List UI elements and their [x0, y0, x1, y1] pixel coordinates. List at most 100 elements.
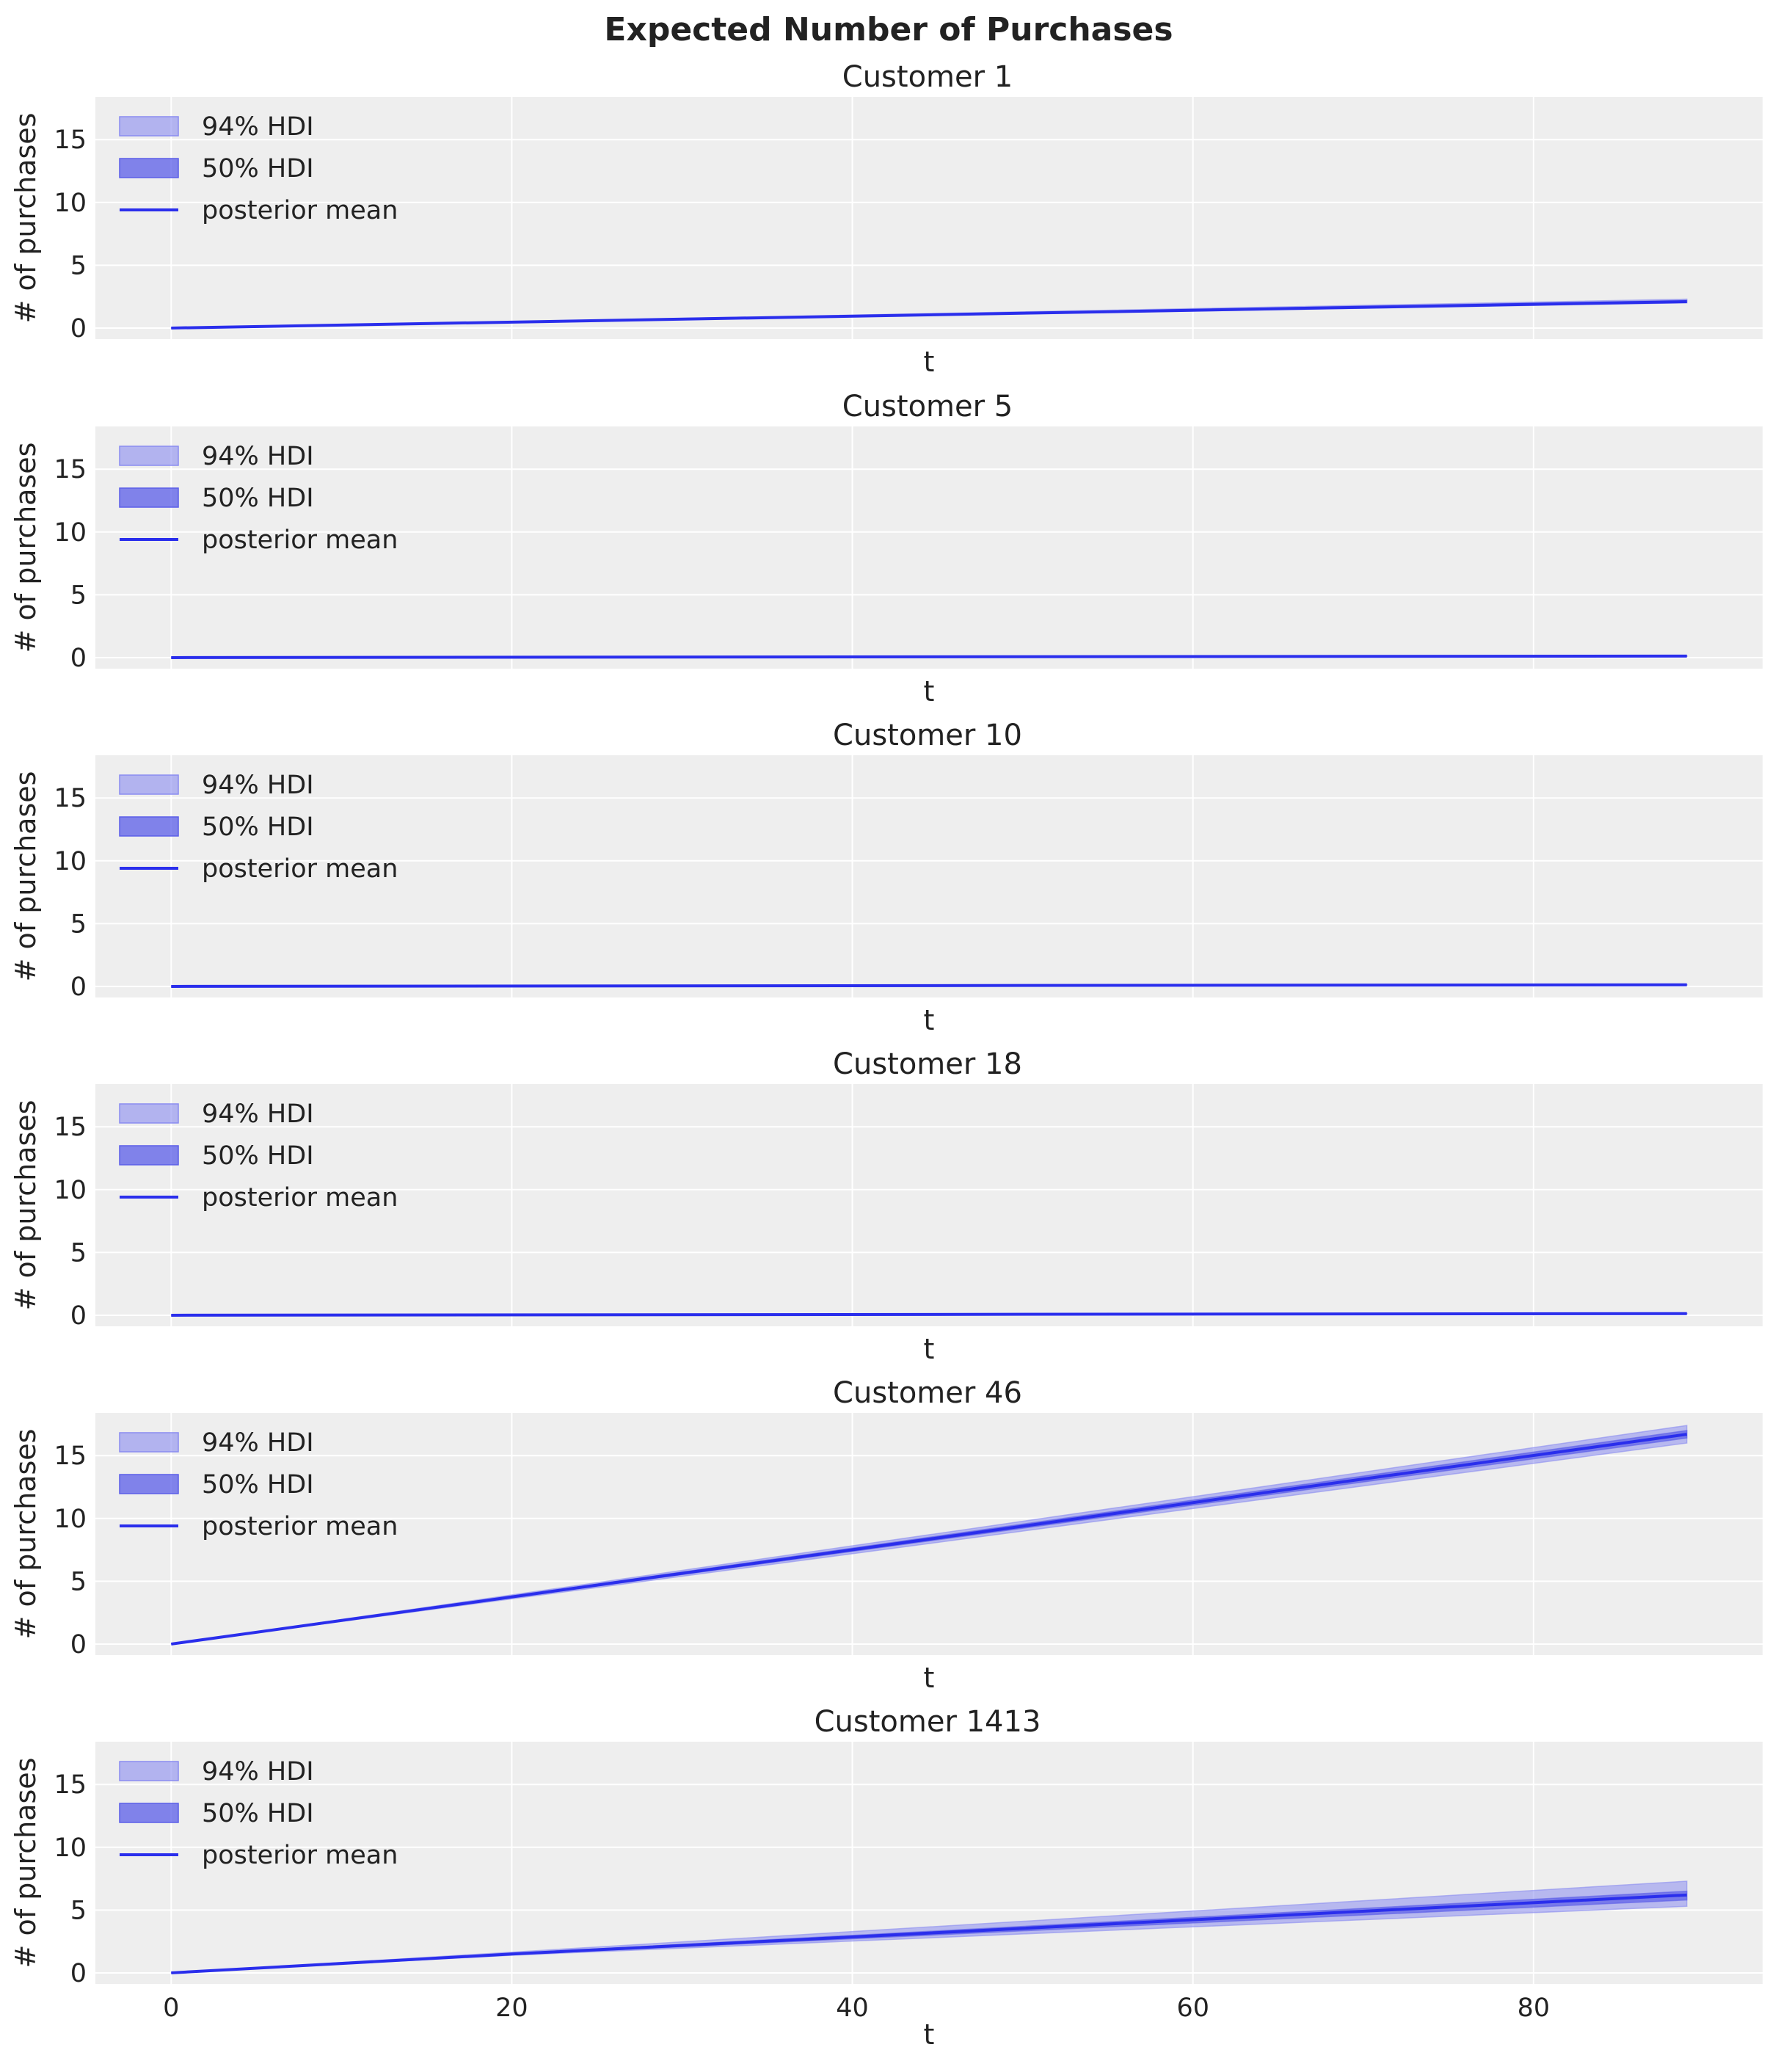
legend-swatch-hdi94: [119, 446, 179, 466]
legend-label-hdi50: 50% HDI: [202, 154, 314, 183]
legend-label-hdi94: 94% HDI: [202, 1099, 314, 1129]
panel-title: Customer 1413: [815, 1705, 1041, 1739]
y-tick-label: 15: [54, 1770, 87, 1800]
legend-label-mean: posterior mean: [202, 196, 398, 225]
panel-title: Customer 5: [842, 390, 1013, 424]
legend-label-mean: posterior mean: [202, 1841, 398, 1870]
plot-area: [95, 755, 1763, 997]
legend-swatch-hdi94: [119, 116, 179, 137]
legend-label-hdi50: 50% HDI: [202, 1470, 314, 1500]
chart-panel: Customer 10 0 5 10 15 t # of purchases 94% HDI 5…: [10, 719, 1763, 1036]
legend-swatch-hdi94: [119, 1432, 179, 1453]
x-tick-label: 20: [495, 1993, 528, 2023]
legend-swatch-hdi94: [119, 1103, 179, 1124]
chart-panel: Customer 1 0 5 10 15 t # of purchases 94% HDI 50…: [10, 60, 1763, 378]
figure-title: Expected Number of Purchases: [604, 11, 1173, 48]
y-tick-label: 10: [54, 518, 87, 548]
posterior-mean-line: [171, 654, 1687, 659]
plot-area: [95, 97, 1763, 339]
legend: 94% HDI 50% HDI posterior mean: [119, 1757, 398, 1870]
legend-swatch-hdi50: [119, 816, 179, 837]
y-tick-label: 15: [54, 1113, 87, 1142]
posterior-mean-line: [171, 299, 1687, 330]
plot-area: [95, 426, 1763, 669]
x-axis-label: t: [924, 1333, 935, 1365]
y-axis-label: # of purchases: [10, 1758, 42, 1969]
x-tick-label: 0: [163, 1993, 179, 2023]
legend-label-hdi94: 94% HDI: [202, 1757, 314, 1786]
legend-swatch-hdi94: [119, 1761, 179, 1781]
chart-panel: Customer 5 0 5 10 15 t # of purchases 94% HDI 50…: [10, 390, 1763, 708]
posterior-mean-line: [171, 1893, 1687, 1974]
y-tick-label: 10: [54, 1833, 87, 1863]
panel-title: Customer 1: [842, 60, 1013, 94]
legend-label-mean: posterior mean: [202, 526, 398, 555]
x-tick-label: 80: [1518, 1993, 1551, 2023]
legend-label-mean: posterior mean: [202, 1512, 398, 1541]
x-tick-label: 40: [836, 1993, 869, 2023]
y-tick-label: 5: [70, 1238, 87, 1268]
y-tick-label: 15: [54, 455, 87, 484]
x-axis-label: t: [924, 675, 935, 708]
y-tick-label: 0: [70, 1959, 87, 1988]
legend: 94% HDI 50% HDI posterior mean: [119, 1099, 398, 1213]
legend-label-hdi50: 50% HDI: [202, 484, 314, 513]
chart-panel: Customer 1413 0 5 10 15 0 20 40 60 80 t # of purcha…: [10, 1705, 1763, 2051]
legend-swatch-hdi50: [119, 1145, 179, 1166]
y-axis-label: # of purchases: [10, 771, 42, 982]
legend-label-hdi50: 50% HDI: [202, 813, 314, 842]
y-tick-label: 5: [70, 581, 87, 610]
plot-area: [95, 1742, 1763, 1984]
legend-label-hdi94: 94% HDI: [202, 442, 314, 471]
y-tick-label: 5: [70, 1567, 87, 1596]
legend-label-hdi50: 50% HDI: [202, 1799, 314, 1828]
y-tick-label: 0: [70, 973, 87, 1002]
legend-swatch-hdi50: [119, 487, 179, 508]
y-tick-label: 5: [70, 909, 87, 939]
panel-title: Customer 46: [833, 1376, 1022, 1410]
legend: 94% HDI 50% HDI posterior mean: [119, 1428, 398, 1541]
legend-label-mean: posterior mean: [202, 854, 398, 884]
y-tick-label: 0: [70, 1630, 87, 1660]
legend-swatch-hdi50: [119, 158, 179, 178]
y-axis-label: # of purchases: [10, 113, 42, 324]
chart-panel: Customer 18 0 5 10 15 t # of purchases 94% HDI 5…: [10, 1047, 1763, 1365]
legend-label-hdi50: 50% HDI: [202, 1141, 314, 1171]
legend: 94% HDI 50% HDI posterior mean: [119, 771, 398, 884]
y-axis-label: # of purchases: [10, 1100, 42, 1311]
legend-swatch-hdi50: [119, 1803, 179, 1823]
y-tick-label: 10: [54, 189, 87, 218]
y-axis-label: # of purchases: [10, 1429, 42, 1640]
y-tick-label: 10: [54, 1176, 87, 1205]
legend-swatch-hdi94: [119, 774, 179, 795]
x-tick-label: 60: [1176, 1993, 1209, 2023]
y-tick-label: 0: [70, 1301, 87, 1331]
posterior-mean-line: [170, 1433, 1688, 1646]
panel-title: Customer 10: [833, 719, 1022, 752]
y-tick-label: 15: [54, 1442, 87, 1471]
posterior-mean-line: [171, 983, 1687, 988]
chart-panel: Customer 46 0 5 10 15 t # of purchases 94% HDI 5…: [10, 1376, 1763, 1694]
legend-swatch-hdi50: [119, 1474, 179, 1494]
y-tick-label: 0: [70, 644, 87, 673]
y-axis-label: # of purchases: [10, 443, 42, 653]
y-tick-label: 0: [70, 314, 87, 343]
posterior-mean-line: [171, 1312, 1687, 1317]
x-axis-label: t: [924, 2018, 935, 2051]
legend-label-hdi94: 94% HDI: [202, 771, 314, 800]
y-tick-label: 5: [70, 1896, 87, 1925]
legend-label-hdi94: 94% HDI: [202, 112, 314, 142]
x-axis-label: t: [924, 1662, 935, 1694]
legend: 94% HDI 50% HDI posterior mean: [119, 112, 398, 225]
panel-title: Customer 18: [833, 1047, 1022, 1081]
y-tick-label: 15: [54, 126, 87, 155]
y-tick-label: 15: [54, 784, 87, 813]
y-tick-label: 5: [70, 251, 87, 280]
legend-label-hdi94: 94% HDI: [202, 1428, 314, 1458]
plot-area: [95, 1084, 1763, 1326]
y-tick-label: 10: [54, 1505, 87, 1534]
y-tick-label: 10: [54, 847, 87, 876]
